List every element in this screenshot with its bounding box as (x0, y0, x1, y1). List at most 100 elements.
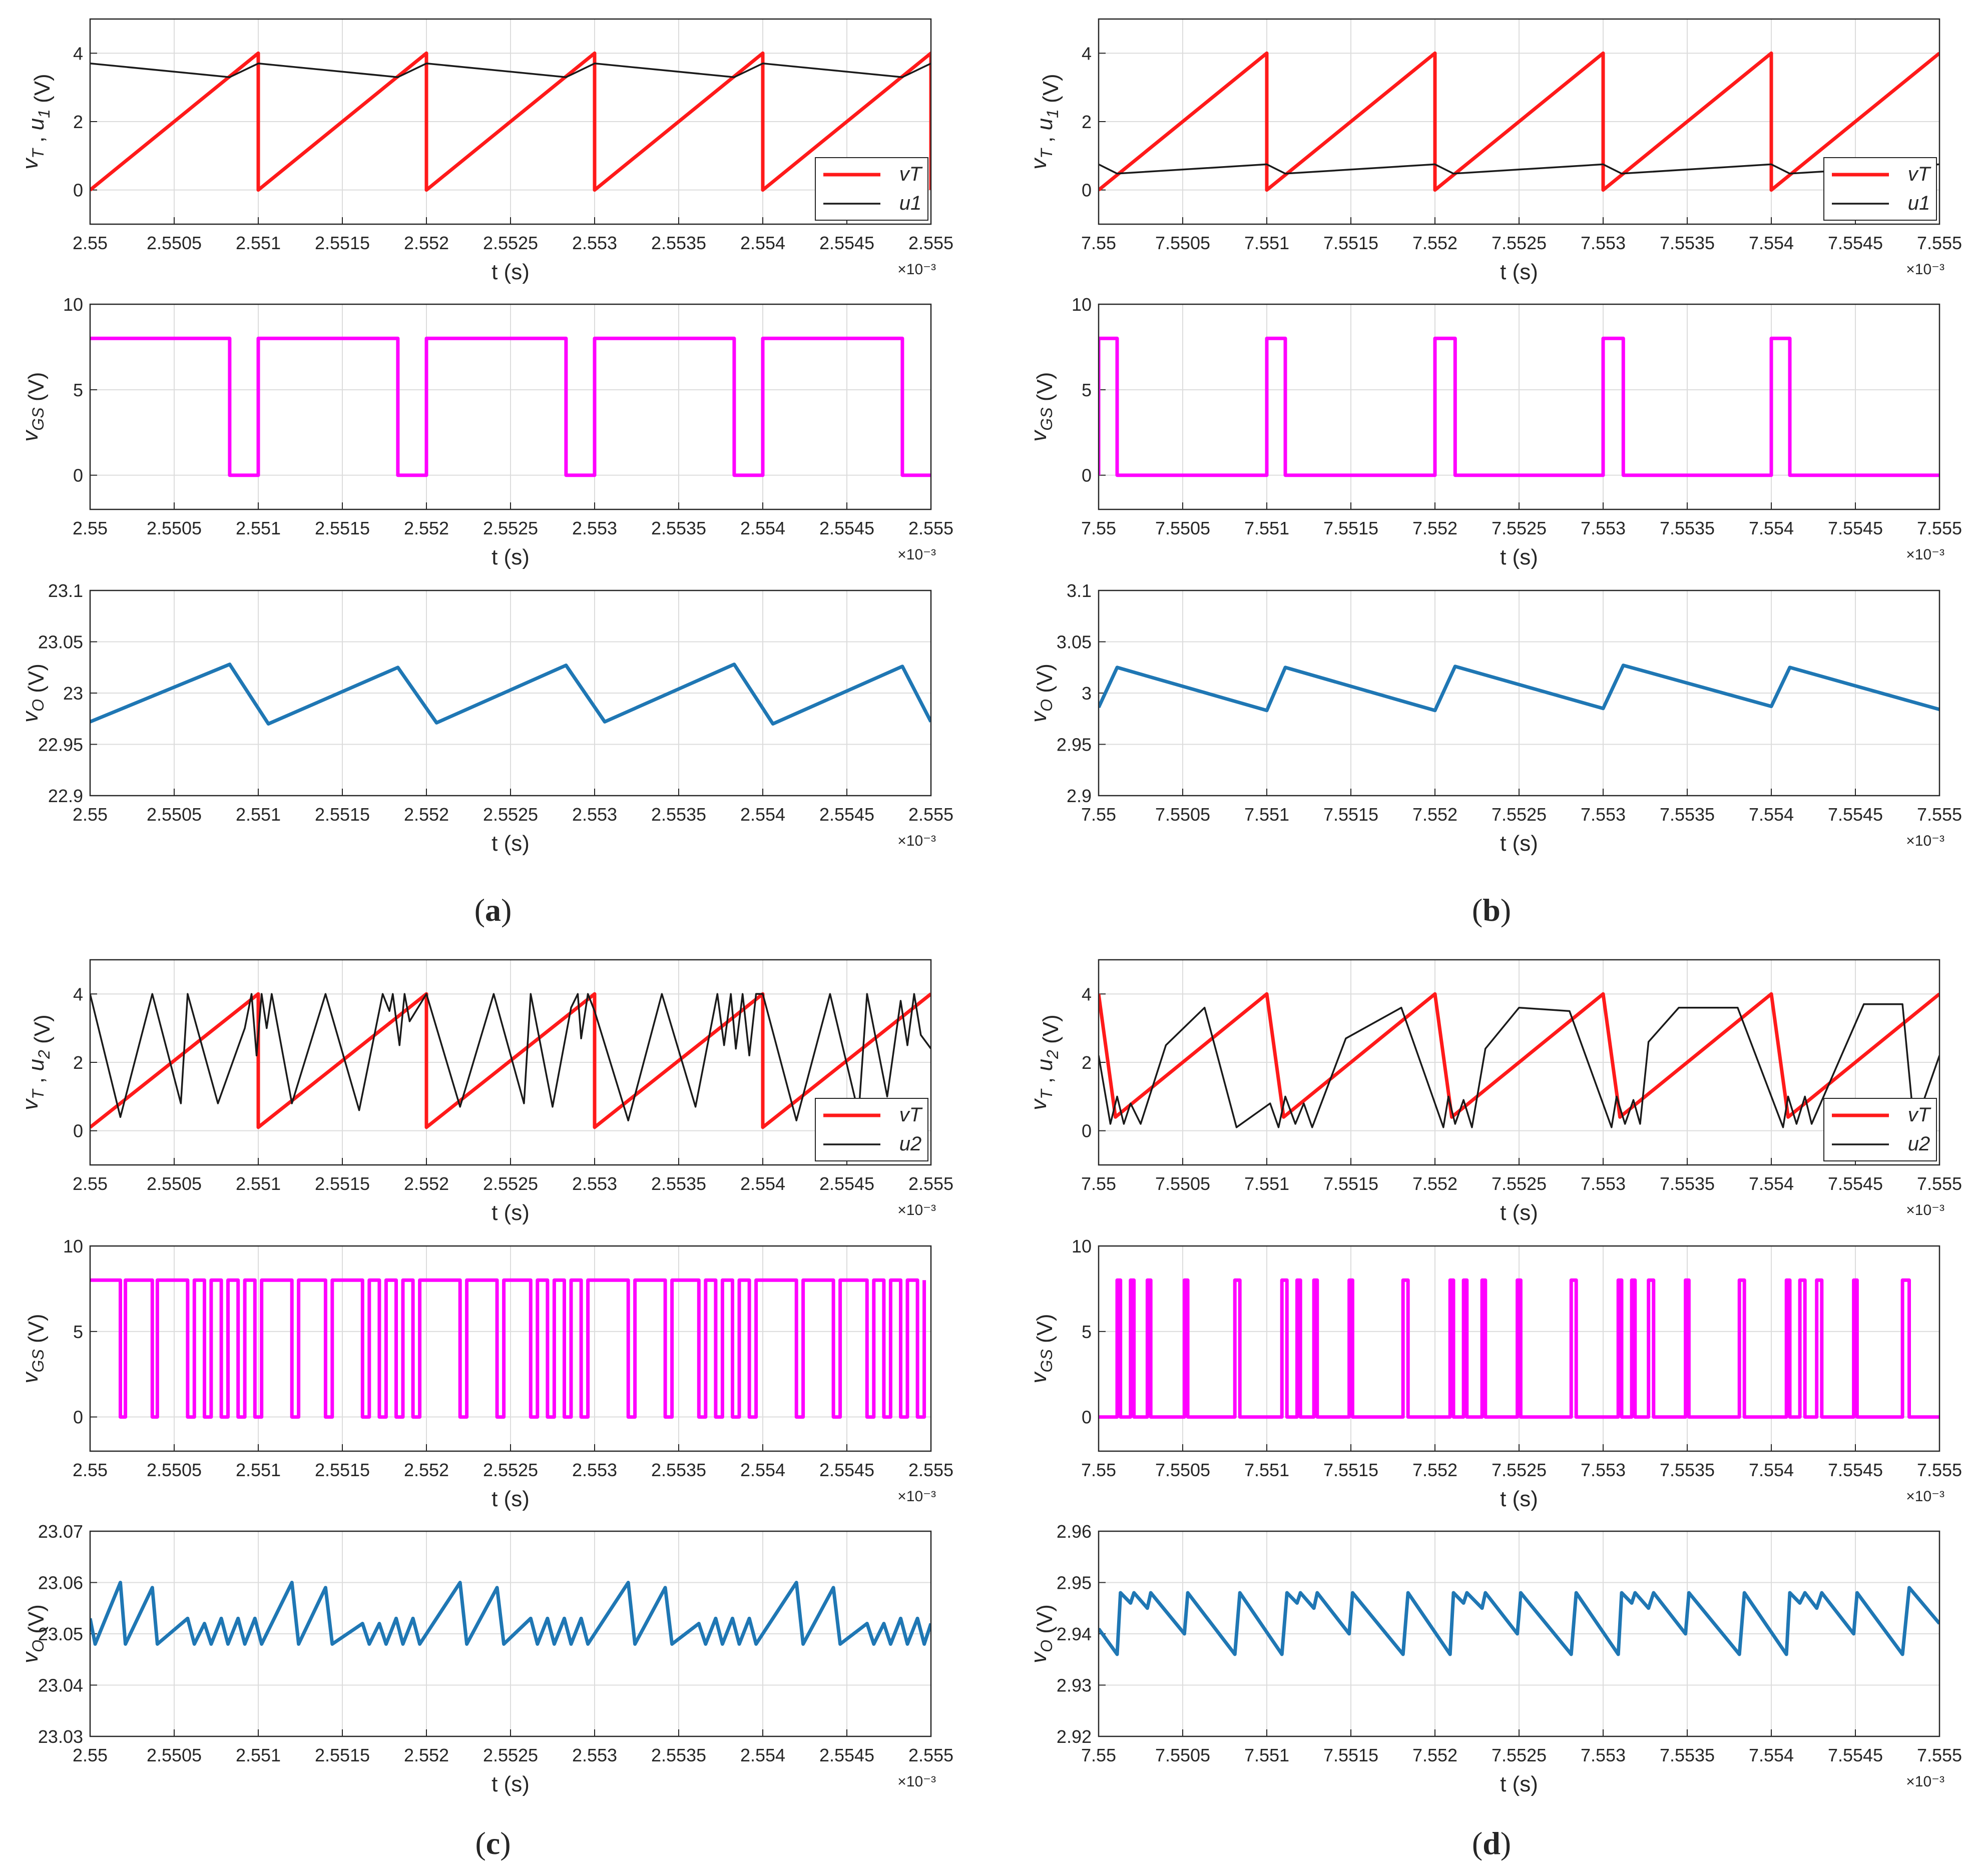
x-tick-label: 2.553 (572, 804, 617, 825)
series-line-vT (90, 51, 931, 192)
x-tick-label: 2.5515 (315, 1173, 370, 1194)
axes-box (1098, 18, 1940, 225)
x-tick-label: 2.5505 (147, 518, 202, 538)
y-tick-label: 10 (1072, 294, 1092, 315)
x-tick-label: 7.552 (1412, 1745, 1457, 1765)
y-tick-label: 10 (63, 1236, 83, 1257)
x-tick-label: 7.5505 (1155, 1460, 1210, 1480)
x-multiplier: ×10⁻³ (1906, 546, 1944, 563)
y-tick-label: 0 (1082, 180, 1092, 201)
x-tick-label: 7.554 (1749, 1460, 1794, 1480)
panel-d: 7.55 7.5505 7.551 7.5515 7.552 7.5525 7.553 7.5… (1027, 959, 1962, 1861)
x-tick-label: 2.55 (73, 518, 108, 538)
x-tick-label: 7.5545 (1828, 1745, 1883, 1765)
x-tick-label: 2.5515 (315, 518, 370, 538)
x-tick-label: 7.551 (1244, 233, 1289, 253)
y-tick-label: 2.95 (1057, 1573, 1092, 1593)
x-tick-label: 2.5545 (819, 1173, 874, 1194)
y-tick-label: 5 (73, 1322, 83, 1342)
series-line-u1 (90, 63, 931, 78)
x-multiplier: ×10⁻³ (1906, 1773, 1944, 1790)
y-axis-label: vT , u1 (V) (1027, 74, 1063, 169)
x-tick-label: 7.5535 (1660, 804, 1715, 825)
y-axis-label: vT , u2 (V) (18, 1014, 55, 1110)
x-tick-label: 2.551 (236, 804, 281, 825)
y-tick-label: 22.9 (48, 786, 83, 806)
x-multiplier: ×10⁻³ (1906, 833, 1944, 849)
x-tick-label: 2.55 (73, 233, 108, 253)
x-tick-label: 2.552 (404, 804, 449, 825)
x-tick-label: 2.552 (404, 518, 449, 538)
series-line-vT (1099, 51, 1939, 192)
x-tick-label: 7.5535 (1660, 1745, 1715, 1765)
panel-caption: (c) (475, 1825, 511, 1861)
x-tick-label: 2.5525 (483, 233, 538, 253)
y-tick-label: 23.1 (48, 580, 83, 601)
x-axis-label: t (s) (492, 1772, 530, 1796)
x-tick-label: 7.5505 (1155, 1173, 1210, 1194)
series-line-vT (1099, 992, 1939, 1119)
x-tick-label: 2.5505 (147, 233, 202, 253)
x-tick-label: 7.551 (1244, 1745, 1289, 1765)
legend-box (815, 157, 928, 221)
legend: vT u1 (1823, 157, 1937, 221)
x-tick-label: 2.5505 (147, 1460, 202, 1480)
y-tick-label: 5 (1082, 1322, 1092, 1342)
x-axis-label: t (s) (1500, 1200, 1538, 1225)
x-tick-label: 7.55 (1081, 233, 1116, 253)
y-axis-label: vGS (V) (18, 372, 49, 441)
x-axis-label: t (s) (492, 260, 530, 284)
x-tick-label: 2.554 (740, 518, 785, 538)
axes-box (89, 303, 932, 510)
x-tick-label: 7.555 (1917, 1745, 1962, 1765)
legend-box (1823, 157, 1937, 221)
x-tick-label: 2.551 (236, 1745, 281, 1765)
x-tick-label: 7.5525 (1492, 233, 1547, 253)
x-tick-label: 7.555 (1917, 233, 1962, 253)
x-tick-label: 2.5535 (651, 1460, 706, 1480)
y-tick-label: 4 (1082, 43, 1092, 64)
x-tick-label: 7.552 (1412, 1173, 1457, 1194)
x-tick-label: 2.552 (404, 233, 449, 253)
x-tick-label: 7.553 (1581, 1460, 1626, 1480)
x-tick-label: 2.5505 (147, 804, 202, 825)
x-tick-label: 2.5525 (483, 1173, 538, 1194)
x-axis-label: t (s) (492, 1487, 530, 1511)
x-axis-label: t (s) (1500, 831, 1538, 856)
x-axis-label: t (s) (492, 1200, 530, 1225)
x-tick-label: 2.5535 (651, 233, 706, 253)
x-tick-label: 2.555 (908, 518, 953, 538)
legend-label-u1: u1 (899, 192, 922, 214)
x-tick-label: 7.5525 (1492, 1460, 1547, 1480)
x-tick-label: 2.554 (740, 1745, 785, 1765)
plot-b-sawtooth: 7.55 7.5505 7.551 7.5515 7.552 7.5525 7.553 7.5… (1027, 18, 1962, 284)
series-line-u1 (1099, 163, 1939, 175)
series-line-vGS (1099, 336, 1939, 477)
axes-box (1098, 959, 1940, 1166)
panel-b: 7.55 7.5505 7.551 7.5515 7.552 7.5525 7.553 7.5… (1027, 18, 1962, 928)
x-tick-label: 7.555 (1917, 1173, 1962, 1194)
x-tick-label: 7.554 (1749, 1173, 1794, 1194)
y-tick-label: 2 (1082, 112, 1092, 132)
series-line-vO (90, 663, 931, 726)
x-tick-label: 2.5525 (483, 1745, 538, 1765)
panel-caption: (a) (474, 892, 512, 928)
series-line-vGS (1099, 1278, 1939, 1419)
x-tick-label: 7.553 (1581, 1173, 1626, 1194)
x-tick-label: 7.5535 (1660, 518, 1715, 538)
axes-box (89, 589, 932, 797)
x-tick-label: 7.5515 (1323, 1460, 1378, 1480)
y-tick-label: 23.07 (38, 1521, 83, 1542)
y-tick-label: 23.04 (38, 1675, 83, 1696)
x-tick-label: 7.555 (1917, 1460, 1962, 1480)
x-tick-label: 7.551 (1244, 804, 1289, 825)
x-tick-label: 2.5505 (147, 1745, 202, 1765)
x-tick-label: 2.5545 (819, 804, 874, 825)
axes-box (1098, 303, 1940, 510)
legend-box (815, 1098, 928, 1161)
legend: vT u1 (815, 157, 928, 221)
x-axis-label: t (s) (492, 545, 530, 569)
y-tick-label: 10 (63, 294, 83, 315)
x-tick-label: 7.5535 (1660, 1460, 1715, 1480)
series-line-vGS (90, 336, 931, 477)
